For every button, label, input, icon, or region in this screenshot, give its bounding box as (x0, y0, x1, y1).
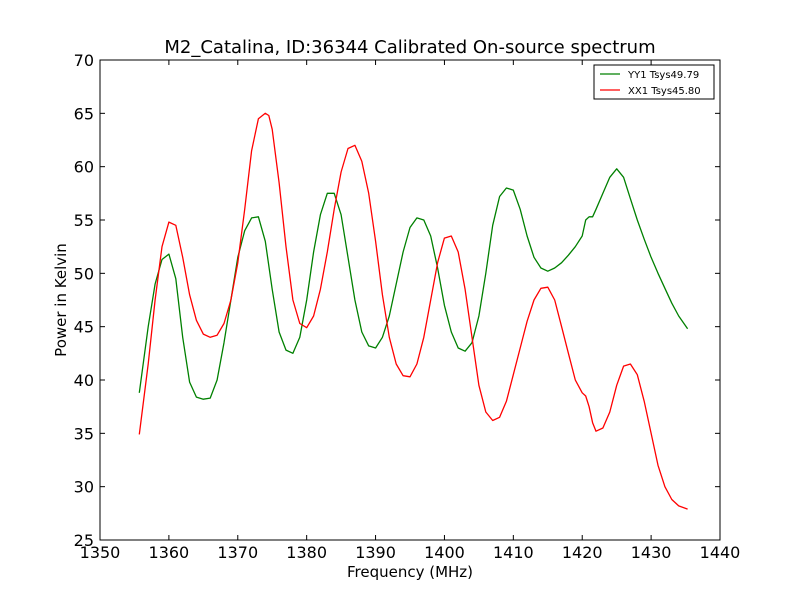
legend-box (593, 64, 715, 100)
y-axis-label: Power in Kelvin (52, 243, 70, 357)
x-tick-label: 1420 (562, 543, 603, 562)
y-tick-label: 45 (74, 318, 94, 337)
plot-area (100, 60, 720, 540)
x-tick-label: 1360 (149, 543, 190, 562)
series-line-xx1 (138, 112, 688, 510)
chart-title: M2_Catalina, ID:36344 Calibrated On-sour… (164, 37, 655, 58)
y-tick-label: 70 (74, 51, 94, 70)
x-tick-label: 1390 (355, 543, 396, 562)
legend-label-xx1: XX1 Tsys45.80 (628, 86, 701, 97)
y-tick-label: 40 (74, 371, 94, 390)
y-tick-label: 60 (74, 158, 94, 177)
y-tick-label: 55 (74, 211, 94, 230)
series-layer (138, 112, 689, 510)
y-tick-label: 30 (74, 478, 94, 497)
legend-label-yy1: YY1 Tsys49.79 (627, 70, 699, 81)
legend: YY1 Tsys49.79 XX1 Tsys45.80 (593, 64, 715, 100)
x-tick-label: 1440 (700, 543, 741, 562)
plot-frame (99, 59, 721, 541)
y-tick-label: 50 (74, 264, 94, 283)
x-tick-label: 1380 (286, 543, 327, 562)
plot-background (100, 60, 720, 540)
y-tick-label: 35 (74, 424, 94, 443)
x-tick-label: 1350 (80, 543, 121, 562)
x-axis-label: Frequency (MHz) (347, 563, 473, 581)
ticks-layer: 1350 1360 1370 1380 1390 1400 1410 1420 1430 1440… (74, 51, 741, 562)
y-tick-label: 65 (74, 104, 94, 123)
x-tick-label: 1370 (217, 543, 258, 562)
x-tick-label: 1410 (493, 543, 534, 562)
x-tick-label: 1400 (424, 543, 465, 562)
x-tick-label: 1430 (631, 543, 672, 562)
y-tick-label: 25 (74, 531, 94, 550)
